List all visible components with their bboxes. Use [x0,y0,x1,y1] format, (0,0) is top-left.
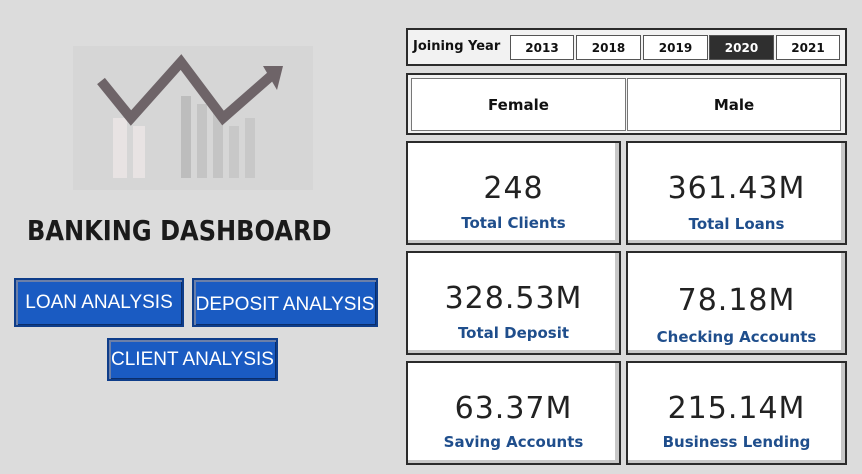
loan-analysis-button[interactable]: LOAN ANALYSIS [14,278,184,327]
kpi-card-business-lending: 215.14M Business Lending [626,361,847,465]
female-button[interactable]: Female [411,78,626,131]
year-2018-button[interactable]: 2018 [576,35,641,60]
deposit-analysis-button[interactable]: DEPOSIT ANALYSIS [192,278,378,327]
kpi-value: 248 [483,171,544,206]
year-2013-button[interactable]: 2013 [510,35,574,60]
kpi-label: Checking Accounts [656,328,817,346]
kpi-card-total-clients: 248 Total Clients [406,141,621,245]
dashboard-logo [73,46,313,190]
joining-year-label: Joining Year [413,39,501,54]
kpi-value: 361.43M [667,171,806,206]
kpi-value: 328.53M [444,281,583,316]
kpi-card-total-loans: 361.43M Total Loans [626,141,847,245]
kpi-card-total-deposit: 328.53M Total Deposit [406,251,621,355]
kpi-label: Total Loans [688,215,785,233]
gender-slicer: Female Male [406,73,847,135]
year-2020-button[interactable]: 2020 [709,35,774,60]
joining-year-slicer: Joining Year 2013 2018 2019 2020 2021 [406,28,847,66]
kpi-card-saving-accounts: 63.37M Saving Accounts [406,361,621,465]
year-2021-button[interactable]: 2021 [776,35,840,60]
trend-chart-icon [97,54,283,178]
year-2019-button[interactable]: 2019 [643,35,708,60]
male-button[interactable]: Male [627,78,841,131]
kpi-value: 63.37M [454,391,573,426]
client-analysis-button[interactable]: CLIENT ANALYSIS [107,338,278,381]
kpi-value: 78.18M [677,283,796,318]
kpi-label: Total Deposit [457,324,570,342]
kpi-label: Total Clients [461,214,566,232]
kpi-card-checking-accounts: 78.18M Checking Accounts [626,251,847,355]
kpi-label: Business Lending [662,433,811,451]
kpi-value: 215.14M [667,391,806,426]
kpi-label: Saving Accounts [443,433,584,451]
page-title: BANKING DASHBOARD [27,214,332,247]
